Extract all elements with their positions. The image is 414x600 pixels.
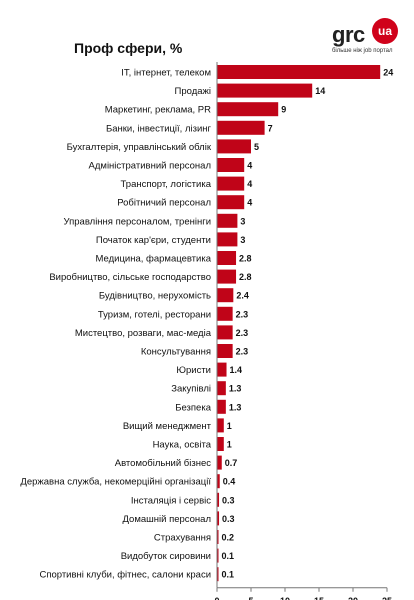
bar bbox=[217, 195, 245, 210]
x-tick-label: 0 bbox=[214, 596, 219, 600]
category-label: Автомобільний бізнес bbox=[115, 458, 211, 469]
category-label: Спортивні клуби, фітнес, салони краси bbox=[39, 570, 211, 581]
category-label: Мистецтво, розваги, мас-медіа bbox=[75, 328, 212, 339]
category-label: Продажі bbox=[175, 86, 211, 97]
data-label: 3 bbox=[240, 235, 245, 245]
bar bbox=[217, 530, 219, 544]
bar bbox=[217, 455, 222, 470]
bar bbox=[217, 83, 313, 98]
bar bbox=[217, 102, 279, 117]
x-tick-label: 10 bbox=[280, 596, 290, 600]
data-label: 0.2 bbox=[222, 533, 235, 543]
data-label: 2.8 bbox=[239, 254, 252, 264]
bar bbox=[217, 474, 220, 489]
data-label: 14 bbox=[315, 86, 325, 96]
category-label: Вищий менеджмент bbox=[123, 421, 212, 432]
bar bbox=[217, 362, 227, 377]
data-label: 2.3 bbox=[236, 328, 249, 338]
bar bbox=[217, 567, 219, 582]
category-label: Транспорт, логістика bbox=[121, 179, 212, 190]
data-label: 24 bbox=[383, 68, 393, 78]
data-label: 1.3 bbox=[229, 402, 242, 412]
bar bbox=[217, 325, 233, 340]
data-label: 3 bbox=[240, 216, 245, 226]
logo-badge: ua bbox=[372, 18, 398, 44]
data-label: 0.4 bbox=[223, 477, 236, 487]
bar bbox=[217, 418, 224, 433]
category-label: Будівництво, нерухомість bbox=[99, 291, 211, 302]
category-label: Видобуток сировини bbox=[121, 551, 211, 562]
category-label: Початок кар'єри, студенти bbox=[96, 235, 211, 246]
category-label: Банки, інвестиції, лізинг bbox=[106, 123, 212, 134]
category-label: Робітничий персонал bbox=[117, 198, 211, 209]
data-label: 5 bbox=[254, 142, 259, 152]
bar bbox=[217, 269, 237, 284]
bar bbox=[217, 65, 381, 79]
logo-text: grc bbox=[332, 22, 365, 47]
category-label: Медицина, фармацевтика bbox=[96, 254, 212, 265]
category-label: Туризм, готелі, ресторани bbox=[98, 309, 211, 320]
bar bbox=[217, 288, 234, 303]
x-tick-label: 20 bbox=[348, 596, 358, 600]
category-label: Закупівлі bbox=[171, 384, 211, 395]
data-label: 0.7 bbox=[225, 458, 238, 468]
data-label: 7 bbox=[268, 123, 273, 133]
category-label: Маркетинг, реклама, PR bbox=[105, 105, 211, 116]
x-tick-label: 5 bbox=[248, 596, 253, 600]
data-label: 9 bbox=[281, 105, 286, 115]
bar bbox=[217, 344, 233, 358]
data-label: 4 bbox=[247, 198, 252, 208]
data-label: 2.3 bbox=[236, 347, 249, 357]
bar bbox=[217, 306, 233, 321]
bar bbox=[217, 176, 245, 191]
bar bbox=[217, 492, 220, 507]
bar bbox=[217, 381, 226, 396]
data-label: 4 bbox=[247, 161, 252, 171]
logo-tagline: більше ніж job портал bbox=[332, 48, 393, 54]
data-label: 0.3 bbox=[222, 495, 235, 505]
category-label: Державна служба, некомерційні організаці… bbox=[20, 477, 211, 488]
bar bbox=[217, 120, 265, 135]
data-label: 1 bbox=[227, 440, 232, 450]
bar bbox=[217, 548, 219, 563]
category-label: Виробництво, сільське господарство bbox=[49, 272, 211, 283]
data-label: 1.3 bbox=[229, 384, 242, 394]
data-label: 0.1 bbox=[222, 570, 235, 580]
category-label: Бухгалтерія, управлінський облік bbox=[67, 142, 212, 153]
category-label: Юристи bbox=[176, 365, 211, 376]
grc-logo[interactable]: grc ua більше ніж job портал bbox=[332, 18, 404, 60]
bar bbox=[217, 399, 226, 414]
category-label: Безпека bbox=[175, 402, 211, 413]
bar bbox=[217, 437, 224, 451]
data-label: 2.8 bbox=[239, 272, 252, 282]
data-label: 4 bbox=[247, 179, 252, 189]
category-label: Консультування bbox=[141, 347, 211, 358]
category-label: Наука, освіта bbox=[153, 440, 212, 451]
bar bbox=[217, 158, 245, 172]
category-label: Управління персоналом, тренінги bbox=[64, 216, 212, 227]
data-label: 2.3 bbox=[236, 309, 249, 319]
category-label: Домашній персонал bbox=[123, 514, 212, 525]
bar bbox=[217, 511, 220, 526]
chart-title: Проф сфери, % bbox=[74, 40, 183, 56]
x-tick-label: 15 bbox=[314, 596, 324, 600]
bar bbox=[217, 139, 251, 154]
bar bbox=[217, 251, 237, 265]
category-label: Інсталяція і сервіс bbox=[131, 495, 211, 506]
category-label: IT, інтернет, телеком bbox=[121, 68, 211, 79]
data-label: 2.4 bbox=[236, 291, 249, 301]
bar bbox=[217, 213, 238, 228]
data-label: 1.4 bbox=[230, 365, 243, 375]
data-label: 0.1 bbox=[222, 551, 235, 561]
data-label: 0.3 bbox=[222, 514, 235, 524]
category-label: Страхування bbox=[154, 533, 211, 544]
x-tick-label: 25 bbox=[382, 596, 392, 600]
bar bbox=[217, 232, 238, 247]
data-label: 1 bbox=[227, 421, 232, 431]
category-label: Адміністративний персонал bbox=[89, 161, 211, 172]
